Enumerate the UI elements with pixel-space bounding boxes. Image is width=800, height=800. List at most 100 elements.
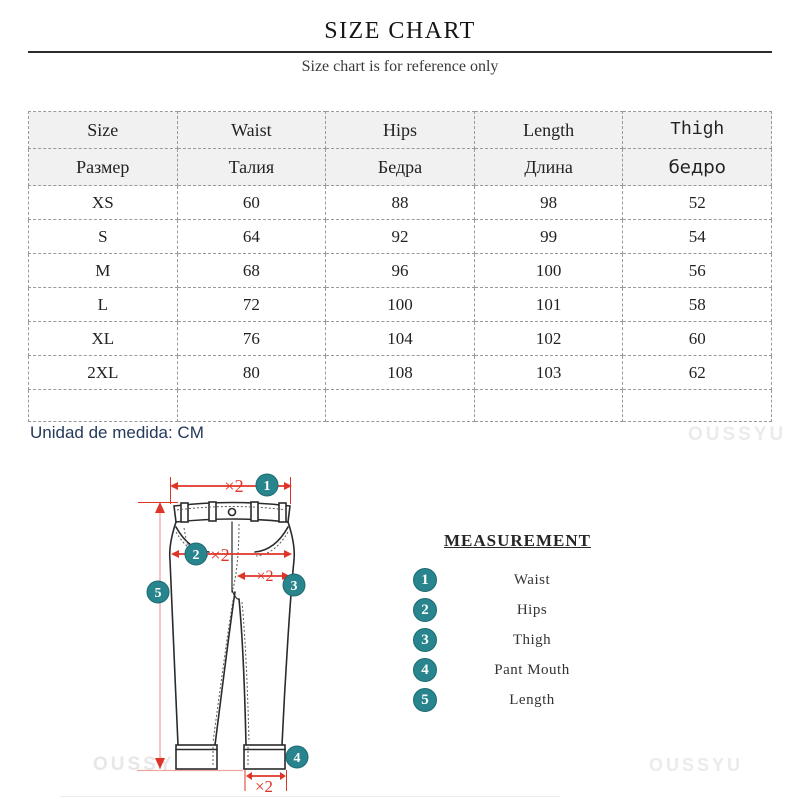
- size-table: Size Waist Hips Length Thigh Размер Тали…: [28, 111, 772, 422]
- waist-cell: 76: [176, 321, 327, 356]
- thigh-cell: 52: [622, 185, 772, 220]
- diagram-markers: 1 2 3 4 5: [146, 473, 309, 769]
- left-cuff: [175, 744, 218, 770]
- header-cell-thigh-ru: бедро: [622, 148, 772, 186]
- hips-cell: 104: [325, 321, 475, 356]
- length-cell: 100: [473, 253, 624, 288]
- size-cell: L: [28, 287, 178, 322]
- size-cell: XS: [28, 185, 178, 220]
- mouth-x2-label: ×2: [255, 777, 273, 796]
- arrowhead-up-icon: [155, 502, 165, 513]
- size-cell: 2XL: [28, 355, 178, 390]
- legend-label: Waist: [513, 571, 551, 588]
- header-cell-hips-ru: Бедра: [325, 148, 475, 186]
- legend-marker-3: 3: [413, 628, 437, 652]
- thigh-cell: 56: [622, 253, 772, 288]
- measure-annotations: ×2 ×2 ×2 ×2: [170, 476, 292, 796]
- marker-1-num: 1: [264, 479, 271, 494]
- arrowhead-down-icon: [155, 758, 165, 769]
- legend-item: 2 Hips: [395, 595, 640, 625]
- length-cell: 98: [473, 185, 624, 220]
- table-row: 2XL 80 108 103 62: [28, 355, 772, 390]
- waist-x2-label: ×2: [224, 476, 243, 496]
- hips-x2-label: ×2: [210, 545, 229, 565]
- legend-rows: 1 Waist 2 Hips 3 Thigh 4 Pant Mouth 5 Le…: [395, 565, 640, 715]
- waistband: [173, 501, 291, 523]
- pants-outline: [168, 501, 296, 770]
- length-cell: 103: [473, 355, 624, 390]
- button-icon: [227, 507, 237, 517]
- marker-2: [184, 542, 208, 566]
- left-inseam: [214, 591, 236, 746]
- pants-diagram: ×2 ×2 ×2 ×2 1 2 3 4 5: [137, 473, 309, 796]
- header-cell-size: Size: [28, 111, 178, 149]
- marker-5-num: 5: [155, 586, 162, 601]
- header-cell-length-ru: Длина: [473, 148, 624, 186]
- thigh-cell: 62: [622, 355, 772, 390]
- legend-title: MEASUREMENT: [443, 531, 591, 550]
- length-cell: 102: [473, 321, 624, 356]
- size-cell: M: [28, 253, 178, 288]
- belt-loop: [180, 502, 189, 523]
- legend-label: Length: [509, 691, 555, 708]
- legend-marker-2: 2: [413, 598, 437, 622]
- table-header-ru: Размер Талия Бедра Длина бедро: [28, 148, 772, 186]
- left-outer-seam: [168, 521, 179, 746]
- legend-item: 4 Pant Mouth: [395, 655, 640, 685]
- marker-2-num: 2: [193, 548, 200, 563]
- legend-item: 3 Thigh: [395, 625, 640, 655]
- waist-cell: 64: [176, 219, 327, 254]
- header-cell-waist: Waist: [176, 111, 327, 149]
- waist-cell: 60: [176, 185, 327, 220]
- header-cell-length: Length: [473, 111, 624, 149]
- marker-4-num: 4: [294, 751, 301, 766]
- marker-3: [282, 573, 306, 597]
- page-title: SIZE CHART: [324, 18, 476, 44]
- thigh-cell: 54: [622, 219, 772, 254]
- hips-cell: 96: [325, 253, 475, 288]
- table-row: L 72 100 101 58: [28, 287, 772, 322]
- legend-item: 1 Waist: [395, 565, 640, 595]
- header-cell-hips: Hips: [325, 111, 475, 149]
- title-divider: [28, 51, 772, 53]
- marker-4: [285, 745, 309, 769]
- marker-5: [146, 580, 170, 604]
- table-row: M 68 96 100 56: [28, 253, 772, 288]
- legend-item: 5 Length: [395, 685, 640, 715]
- crotch: [231, 589, 240, 600]
- watermark: OUSSYU: [688, 424, 787, 445]
- thigh-cell: 58: [622, 287, 772, 322]
- belt-loop: [208, 501, 217, 522]
- marker-1: [255, 473, 279, 497]
- legend-marker-4: 4: [413, 658, 437, 682]
- marker-3-num: 3: [291, 579, 298, 594]
- waist-cell: 68: [176, 253, 327, 288]
- legend-marker-1: 1: [413, 568, 437, 592]
- hips-cell: 88: [325, 185, 475, 220]
- waist-cell: 72: [176, 287, 327, 322]
- table-row: S 64 92 99 54: [28, 219, 772, 254]
- legend-marker-5: 5: [413, 688, 437, 712]
- table-header-en: Size Waist Hips Length Thigh: [28, 111, 772, 149]
- thigh-cell: 60: [622, 321, 772, 356]
- watermark: OUSSYU: [649, 755, 744, 775]
- right-cuff: [243, 744, 286, 770]
- belt-loop: [250, 501, 259, 522]
- page-subtitle: Size chart is for reference only: [301, 58, 499, 75]
- unit-note: Unidad de medida: CM: [30, 423, 204, 442]
- hips-cell: 108: [325, 355, 475, 390]
- table-row: XS 60 88 98 52: [28, 185, 772, 220]
- hips-cell: 100: [325, 287, 475, 322]
- length-cell: 99: [473, 219, 624, 254]
- thigh-x2-label: ×2: [256, 568, 273, 585]
- waist-cell: 80: [176, 355, 327, 390]
- size-cell: S: [28, 219, 178, 254]
- header-cell-size-ru: Размер: [28, 148, 178, 186]
- table-row-empty: [28, 389, 772, 422]
- right-pocket: [254, 526, 289, 553]
- hips-cell: 92: [325, 219, 475, 254]
- length-cell: 101: [473, 287, 624, 322]
- header-cell-thigh: Thigh: [622, 111, 772, 149]
- right-inseam: [238, 598, 247, 746]
